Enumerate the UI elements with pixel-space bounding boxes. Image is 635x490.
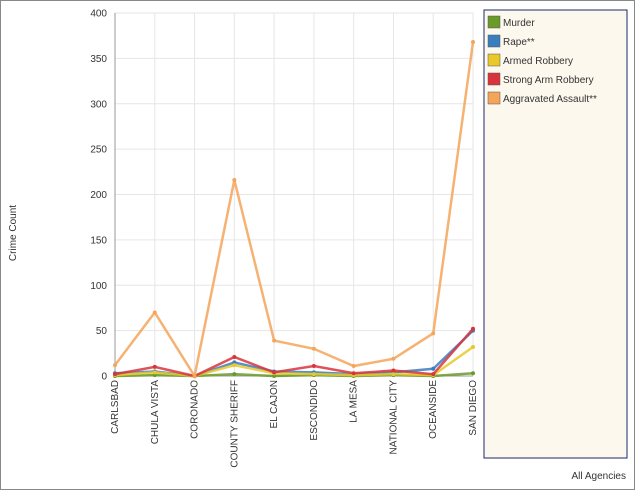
point (311, 372, 316, 377)
legend-swatch (487, 72, 501, 86)
y-tick-label: 100 (90, 281, 107, 292)
point (431, 372, 436, 377)
y-tick-label: 200 (90, 190, 107, 201)
point (192, 374, 197, 378)
point (431, 331, 436, 336)
y-axis-title: Crime Count (8, 205, 19, 261)
legend-swatch (487, 34, 501, 48)
point (471, 344, 475, 349)
point (152, 310, 157, 315)
legend-box (483, 9, 628, 459)
x-tick-label: CARLSBAD (110, 380, 121, 434)
x-tick-label: ESCONDIDO (309, 380, 320, 441)
x-tick-label: SAN DIEGO (468, 380, 479, 436)
point (391, 356, 396, 361)
point (232, 372, 237, 377)
series-line (114, 345, 474, 378)
x-tick-label: NATIONAL CITY (388, 380, 399, 455)
legend-label: Rape** (503, 37, 535, 48)
legend-swatch (487, 15, 501, 29)
point (311, 364, 316, 369)
x-tick-label: OCEANSIDE (428, 380, 439, 439)
x-tick-label: LA MESA (349, 380, 360, 423)
x-tick-label: CHULA VISTA (150, 380, 161, 445)
legend-label: Strong Arm Robbery (503, 75, 594, 86)
legend-swatch (487, 91, 501, 105)
point (232, 177, 237, 182)
point (471, 371, 475, 376)
point (113, 372, 117, 377)
x-tick-label: COUNTY SHERIFF (229, 380, 240, 468)
point (232, 363, 237, 368)
point (471, 326, 475, 331)
y-tick-label: 350 (90, 54, 107, 65)
series-line (114, 41, 475, 380)
point (471, 40, 475, 45)
y-tick-label: 50 (96, 326, 108, 337)
y-tick-label: 0 (101, 372, 107, 383)
point (113, 363, 117, 368)
x-tick-label: EL CAJON (269, 380, 280, 429)
point (431, 366, 436, 371)
point (311, 346, 316, 351)
x-axis-title: All Agencies (572, 471, 626, 482)
point (391, 368, 396, 373)
point (152, 370, 157, 375)
point (152, 364, 157, 369)
legend-label: Armed Robbery (503, 56, 573, 67)
y-tick-label: 150 (90, 235, 107, 246)
y-tick-label: 400 (90, 9, 107, 20)
y-tick-label: 300 (90, 99, 107, 110)
legend-swatch (487, 53, 501, 67)
point (351, 364, 356, 369)
x-tick-label: CORONADO (190, 380, 201, 439)
point (272, 370, 277, 375)
point (272, 338, 277, 343)
point (351, 371, 356, 376)
legend-label: Aggravated Assault** (503, 94, 597, 105)
point (232, 354, 237, 359)
y-tick-label: 250 (90, 145, 107, 156)
point (391, 372, 396, 377)
series-line (114, 327, 474, 378)
legend-label: Murder (503, 18, 535, 29)
